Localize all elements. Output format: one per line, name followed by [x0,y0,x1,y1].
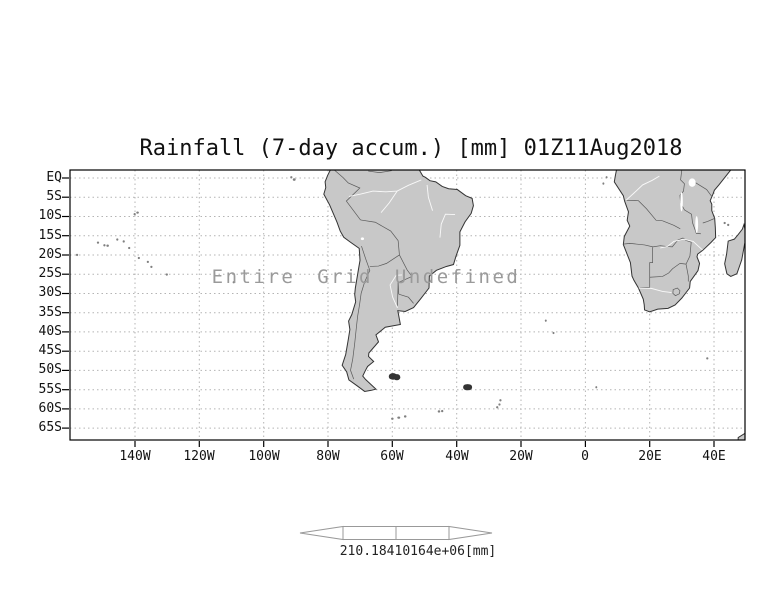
lat-axis-label: 55S [38,382,62,397]
lat-axis-label: 65S [38,420,62,435]
lat-axis-label: 40S [38,324,62,339]
rivers [349,176,703,308]
lon-axis-label: 120W [183,449,215,464]
colorbar [299,525,493,541]
lake-tanganyika [680,192,683,212]
madagascar [725,225,745,277]
lat-axis-label: 45S [38,343,62,358]
axis-ticks [62,177,715,447]
south-georgia-island [463,384,473,391]
lat-axis-label: 5S [46,189,62,204]
lon-axis-label: 80W [316,449,340,464]
lon-axis-label: 60W [380,449,404,464]
plot-frame [69,169,746,441]
lesotho-border [673,288,680,296]
lat-axis-label: 60S [38,401,62,416]
south-america [324,170,474,392]
lat-axis-label: 35S [38,305,62,320]
lat-axis-label: 15S [38,228,62,243]
lon-axis-label: 40E [702,449,726,464]
africa [614,170,731,312]
lat-axis-label: 25S [38,266,62,281]
lake-victoria [688,178,696,187]
landmasses [324,170,745,440]
lakes [360,178,699,241]
plot-title: Rainfall (7-day accum.) [mm] 01Z11Aug201… [139,136,683,161]
lon-axis-label: 140W [119,449,151,464]
lon-axis-label: 40W [445,449,469,464]
lon-axis-label: 20W [509,449,533,464]
grid-undefined-message: Entire Grid Undefined [211,266,521,288]
falkland-islands [393,374,401,381]
small-islands [75,176,730,420]
lake-titicaca [360,237,365,241]
lon-axis-label: 20E [638,449,662,464]
lat-axis-label: 30S [38,285,62,300]
lat-axis-label: EQ [46,170,62,185]
lat-axis-label: 10S [38,208,62,223]
country-borders [334,170,715,380]
lat-axis-label: 50S [38,362,62,377]
lake-malawi [695,216,699,233]
lon-axis-label: 0 [581,449,589,464]
lon-axis-label: 100W [248,449,280,464]
colorbar-label: 210.18410164e+06[mm] [339,544,497,559]
antarctica-fragment [738,433,745,440]
lat-axis-label: 20S [38,247,62,262]
